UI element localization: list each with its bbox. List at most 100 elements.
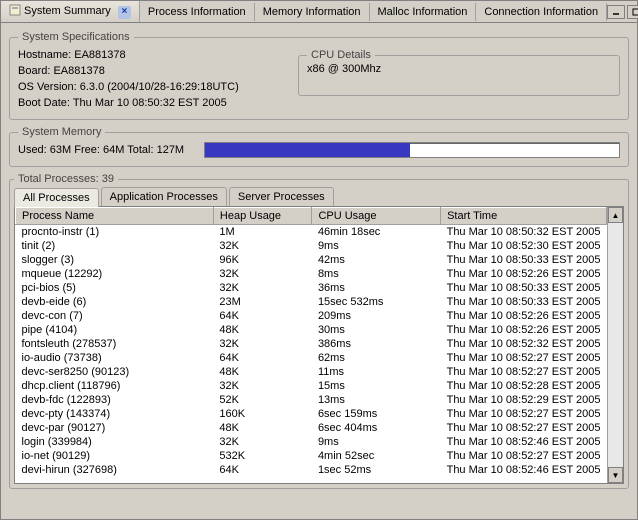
- memory-bar: [204, 142, 620, 158]
- table-cell: dhcp.client (118796): [16, 379, 214, 393]
- table-cell: Thu Mar 10 08:50:33 EST 2005: [441, 281, 607, 295]
- maximize-button[interactable]: [627, 5, 638, 19]
- tab-system-summary[interactable]: System Summary ×: [1, 1, 140, 22]
- close-icon[interactable]: ×: [118, 6, 131, 19]
- table-cell: 32K: [213, 281, 312, 295]
- table-cell: io-audio (73738): [16, 351, 214, 365]
- table-cell: 9ms: [312, 239, 441, 253]
- table-cell: 23M: [213, 295, 312, 309]
- table-cell: 1sec 52ms: [312, 463, 441, 477]
- table-row[interactable]: mqueue (12292)32K8msThu Mar 10 08:52:26 …: [16, 267, 607, 281]
- tab-label: Process Information: [148, 6, 246, 18]
- table-row[interactable]: slogger (3)96K42msThu Mar 10 08:50:33 ES…: [16, 253, 607, 267]
- table-cell: Thu Mar 10 08:52:27 EST 2005: [441, 365, 607, 379]
- processes-group: Total Processes: 39 All Processes Applic…: [9, 173, 629, 489]
- table-row[interactable]: fontsleuth (278537)32K386msThu Mar 10 08…: [16, 337, 607, 351]
- table-cell: devi-hirun (327698): [16, 463, 214, 477]
- table-cell: Thu Mar 10 08:52:29 EST 2005: [441, 393, 607, 407]
- table-cell: slogger (3): [16, 253, 214, 267]
- table-row[interactable]: devc-pty (143374)160K6sec 159msThu Mar 1…: [16, 407, 607, 421]
- tab-all-processes[interactable]: All Processes: [14, 188, 99, 207]
- table-row[interactable]: io-net (90129)532K4min 52secThu Mar 10 0…: [16, 449, 607, 463]
- table-cell: fontsleuth (278537): [16, 337, 214, 351]
- tab-connection-info[interactable]: Connection Information: [476, 3, 607, 21]
- scroll-track[interactable]: [608, 223, 623, 467]
- table-row[interactable]: devc-par (90127)48K6sec 404msThu Mar 10 …: [16, 421, 607, 435]
- tab-server-processes[interactable]: Server Processes: [229, 187, 334, 206]
- tab-memory-info[interactable]: Memory Information: [255, 3, 370, 21]
- processes-legend: Total Processes: 39: [14, 173, 118, 185]
- table-cell: 52K: [213, 393, 312, 407]
- table-cell: 209ms: [312, 309, 441, 323]
- table-cell: Thu Mar 10 08:50:32 EST 2005: [441, 225, 607, 240]
- table-row[interactable]: login (339984)32K9msThu Mar 10 08:52:46 …: [16, 435, 607, 449]
- tab-label: Malloc Information: [378, 6, 468, 18]
- table-cell: login (339984): [16, 435, 214, 449]
- table-row[interactable]: devb-fdc (122893)52K13msThu Mar 10 08:52…: [16, 393, 607, 407]
- table-cell: 48K: [213, 421, 312, 435]
- col-start-time[interactable]: Start Time: [441, 208, 607, 225]
- tab-label: System Summary: [24, 5, 111, 17]
- table-cell: procnto-instr (1): [16, 225, 214, 240]
- table-row[interactable]: io-audio (73738)64K62msThu Mar 10 08:52:…: [16, 351, 607, 365]
- tab-app-processes[interactable]: Application Processes: [101, 187, 227, 206]
- window-root: System Summary × Process Information Mem…: [0, 0, 638, 520]
- table-cell: Thu Mar 10 08:52:26 EST 2005: [441, 309, 607, 323]
- minimize-button[interactable]: [607, 5, 625, 19]
- table-cell: 64K: [213, 309, 312, 323]
- main-tabbar: System Summary × Process Information Mem…: [1, 1, 637, 23]
- table-cell: 8ms: [312, 267, 441, 281]
- table-cell: 48K: [213, 365, 312, 379]
- scroll-down-button[interactable]: ▼: [608, 467, 623, 483]
- table-row[interactable]: pci-bios (5)32K36msThu Mar 10 08:50:33 E…: [16, 281, 607, 295]
- table-cell: 46min 18sec: [312, 225, 441, 240]
- content-area: System Specifications Hostname: EA881378…: [1, 23, 637, 501]
- table-row[interactable]: pipe (4104)48K30msThu Mar 10 08:52:26 ES…: [16, 323, 607, 337]
- table-cell: 15ms: [312, 379, 441, 393]
- table-cell: 48K: [213, 323, 312, 337]
- process-table-wrap: Process Name Heap Usage CPU Usage Start …: [14, 206, 624, 484]
- table-cell: 64K: [213, 463, 312, 477]
- tab-label: Memory Information: [263, 6, 361, 18]
- tab-malloc-info[interactable]: Malloc Information: [370, 3, 477, 21]
- scroll-up-button[interactable]: ▲: [608, 207, 623, 223]
- table-row[interactable]: devi-hirun (327698)64K1sec 52msThu Mar 1…: [16, 463, 607, 477]
- table-cell: devb-fdc (122893): [16, 393, 214, 407]
- table-cell: 32K: [213, 435, 312, 449]
- cpu-text: x86 @ 300Mhz: [307, 63, 611, 75]
- col-heap-usage[interactable]: Heap Usage: [213, 208, 312, 225]
- col-process-name[interactable]: Process Name: [16, 208, 214, 225]
- table-cell: 32K: [213, 267, 312, 281]
- process-table: Process Name Heap Usage CPU Usage Start …: [15, 207, 607, 477]
- table-cell: Thu Mar 10 08:52:27 EST 2005: [441, 351, 607, 365]
- table-cell: 30ms: [312, 323, 441, 337]
- table-cell: 32K: [213, 337, 312, 351]
- col-cpu-usage[interactable]: CPU Usage: [312, 208, 441, 225]
- cpu-details-group: CPU Details x86 @ 300Mhz: [298, 49, 620, 96]
- table-row[interactable]: procnto-instr (1)1M46min 18secThu Mar 10…: [16, 225, 607, 240]
- table-cell: 4min 52sec: [312, 449, 441, 463]
- table-cell: 160K: [213, 407, 312, 421]
- table-cell: Thu Mar 10 08:50:33 EST 2005: [441, 253, 607, 267]
- table-cell: Thu Mar 10 08:52:26 EST 2005: [441, 323, 607, 337]
- table-cell: 6sec 404ms: [312, 421, 441, 435]
- hostname-line: Hostname: EA881378: [18, 47, 278, 63]
- vertical-scrollbar[interactable]: ▲ ▼: [607, 207, 623, 483]
- table-row[interactable]: dhcp.client (118796)32K15msThu Mar 10 08…: [16, 379, 607, 393]
- table-cell: 6sec 159ms: [312, 407, 441, 421]
- specs-text: Hostname: EA881378 Board: EA881378 OS Ve…: [18, 47, 278, 111]
- specs-legend: System Specifications: [18, 31, 134, 43]
- table-cell: devc-ser8250 (90123): [16, 365, 214, 379]
- table-cell: 32K: [213, 379, 312, 393]
- table-cell: 96K: [213, 253, 312, 267]
- table-cell: tinit (2): [16, 239, 214, 253]
- table-cell: 13ms: [312, 393, 441, 407]
- table-row[interactable]: tinit (2)32K9msThu Mar 10 08:52:30 EST 2…: [16, 239, 607, 253]
- table-cell: devc-par (90127): [16, 421, 214, 435]
- table-row[interactable]: devc-con (7)64K209msThu Mar 10 08:52:26 …: [16, 309, 607, 323]
- table-row[interactable]: devb-eide (6)23M15sec 532msThu Mar 10 08…: [16, 295, 607, 309]
- summary-icon: [9, 4, 21, 16]
- table-row[interactable]: devc-ser8250 (90123)48K11msThu Mar 10 08…: [16, 365, 607, 379]
- tab-process-info[interactable]: Process Information: [140, 3, 255, 21]
- table-cell: 11ms: [312, 365, 441, 379]
